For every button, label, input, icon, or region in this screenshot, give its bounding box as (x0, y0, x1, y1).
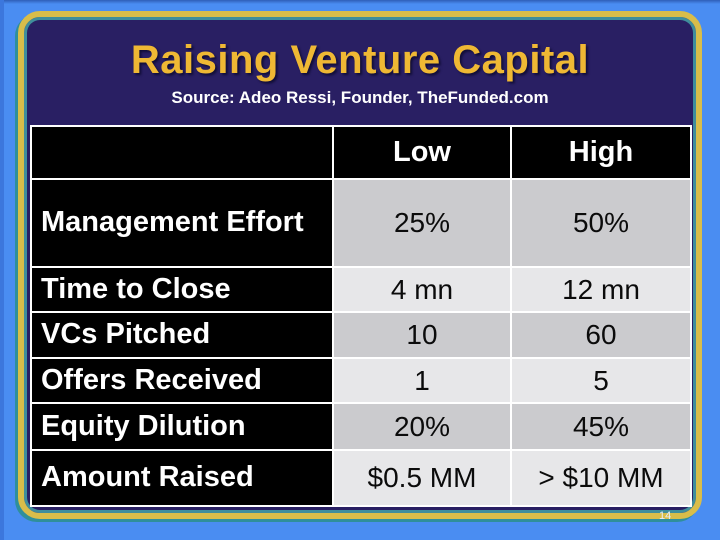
header-cell-high: High (512, 127, 690, 178)
header-cell-empty (32, 127, 332, 178)
value-vcs-pitched-high: 60 (512, 313, 690, 357)
value-offers-received-low: 1 (334, 359, 510, 402)
venture-capital-table: Low High Management Effort 25% 50% Time … (30, 125, 692, 507)
page-title: Raising Venture Capital (130, 38, 590, 82)
label-management-effort: Management Effort (32, 180, 332, 266)
header-cell-low: Low (334, 127, 510, 178)
value-equity-dilution-low: 20% (334, 404, 510, 449)
label-equity-dilution: Equity Dilution (32, 404, 332, 449)
left-edge-shading (0, 0, 4, 540)
label-vcs-pitched: VCs Pitched (32, 313, 332, 357)
value-equity-dilution-high: 45% (512, 404, 690, 449)
value-amount-raised-high: > $10 MM (512, 451, 690, 505)
value-amount-raised-low: $0.5 MM (334, 451, 510, 505)
value-offers-received-high: 5 (512, 359, 690, 402)
value-time-to-close-high: 12 mn (512, 268, 690, 311)
value-management-effort-high: 50% (512, 180, 690, 266)
value-vcs-pitched-low: 10 (334, 313, 510, 357)
page-number: 14 (659, 510, 672, 522)
label-offers-received: Offers Received (32, 359, 332, 402)
source-subtitle: Source: Adeo Ressi, Founder, TheFunded.c… (171, 88, 549, 107)
value-management-effort-low: 25% (334, 180, 510, 266)
top-edge-shading (0, 0, 720, 4)
value-time-to-close-low: 4 mn (334, 268, 510, 311)
label-time-to-close: Time to Close (32, 268, 332, 311)
label-amount-raised: Amount Raised (32, 451, 332, 505)
